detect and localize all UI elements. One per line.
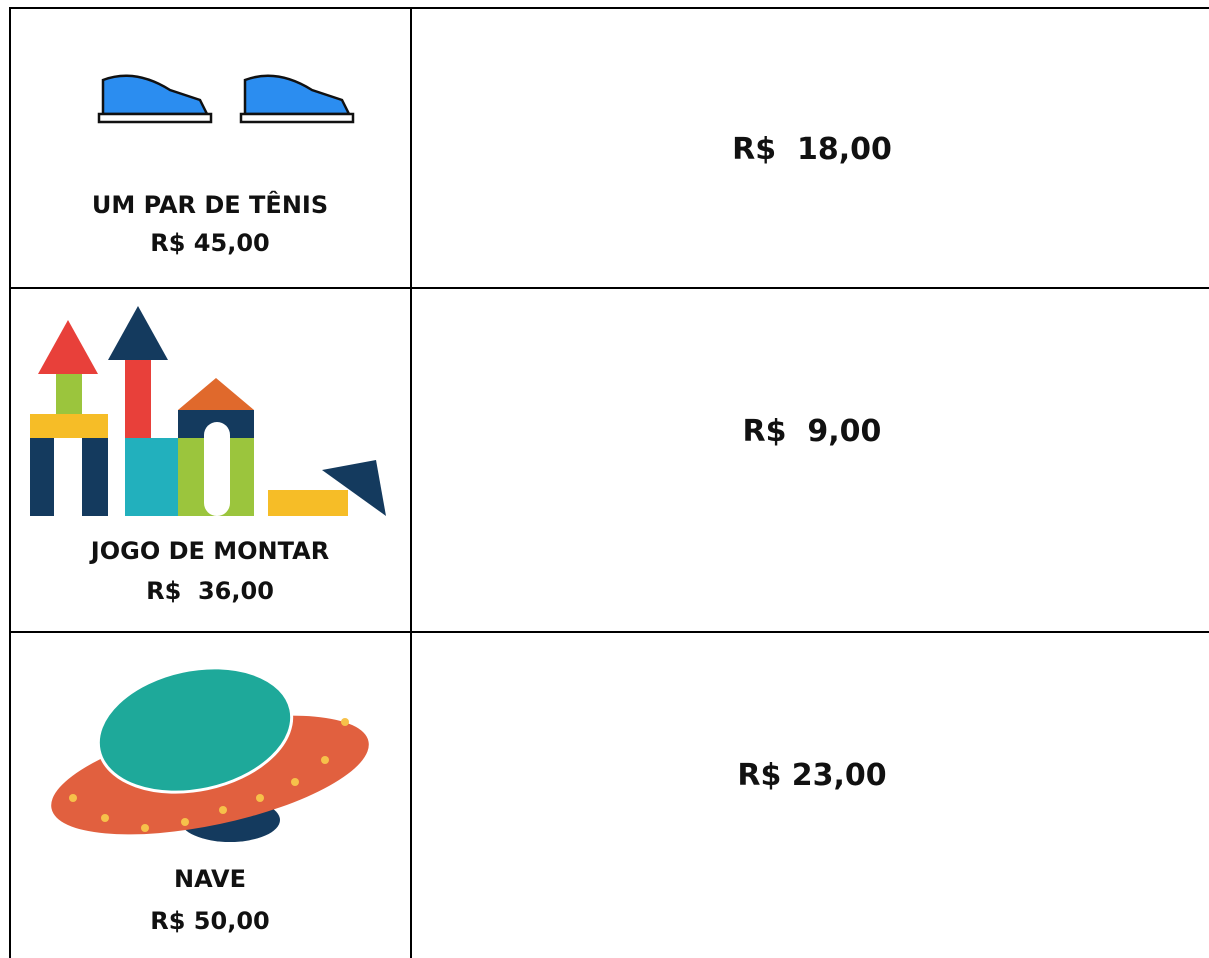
item-price: R$ 36,00 [146, 577, 274, 605]
border [9, 287, 1209, 289]
spaceship-image [51, 666, 369, 842]
amount: R$ 23,00 [737, 758, 887, 793]
amount: R$ 18,00 [732, 132, 892, 167]
border [9, 631, 1209, 633]
amount: R$ 9,00 [742, 414, 882, 449]
border [9, 7, 1209, 9]
border [9, 7, 11, 958]
item-name: UM PAR DE TÊNIS [91, 191, 329, 219]
border [410, 7, 412, 958]
item-price: R$ 50,00 [150, 907, 270, 935]
sneakers-image [97, 74, 355, 124]
item-name: JOGO DE MONTAR [90, 537, 330, 565]
item-price: R$ 45,00 [150, 229, 270, 257]
item-name: NAVE [174, 865, 246, 893]
blocks-image [30, 306, 386, 516]
